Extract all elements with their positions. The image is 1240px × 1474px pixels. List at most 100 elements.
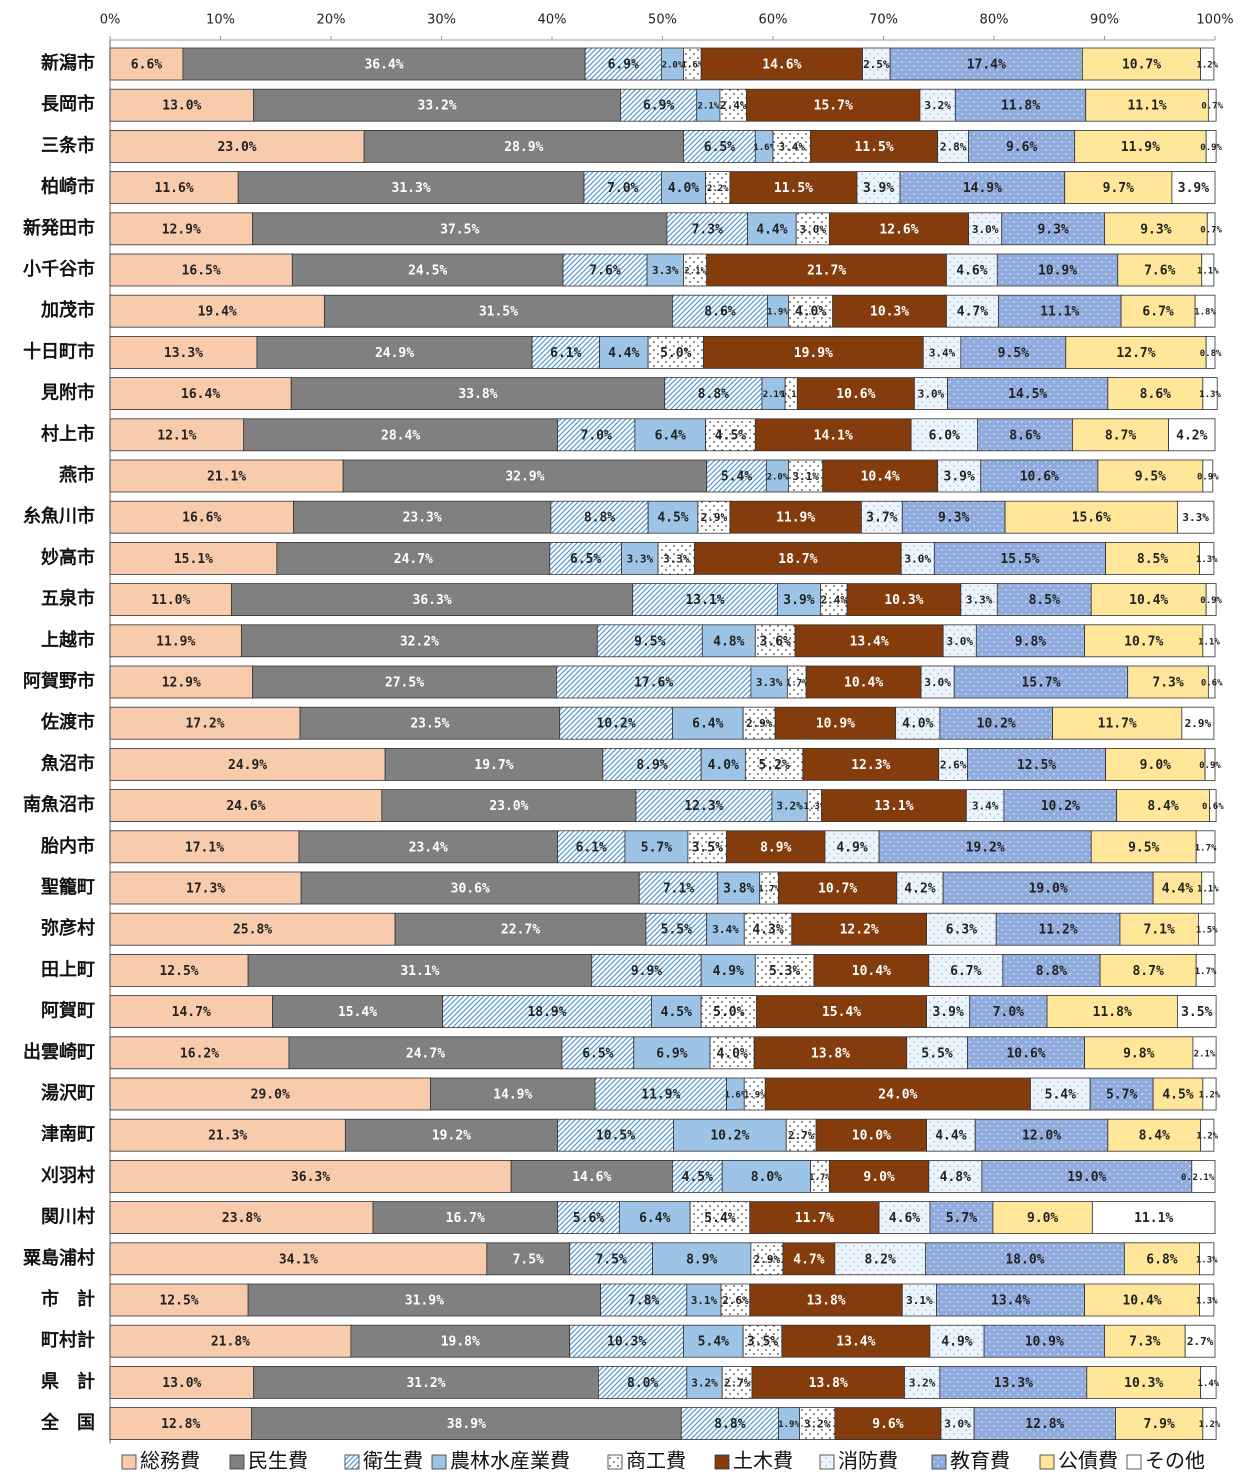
value-label: 5.6%: [573, 1211, 604, 1226]
bar-segment: [794, 624, 944, 658]
value-label: 3.7%: [866, 511, 897, 526]
value-label: 9.5%: [998, 346, 1029, 361]
bar-segment: [549, 542, 623, 575]
value-label: 16.5%: [182, 264, 221, 279]
bar-segment: [381, 789, 637, 822]
value-label: 6.5%: [704, 140, 735, 155]
bar-segment: [788, 294, 834, 328]
value-label: 12.5%: [159, 964, 198, 979]
row-label: 糸魚川市: [23, 505, 95, 527]
value-label: 0.7%: [1201, 102, 1223, 112]
bar-segment: [344, 1118, 558, 1152]
value-label: 5.4%: [704, 1211, 735, 1226]
row-label: 佐渡市: [40, 711, 95, 733]
bar-segment: [109, 706, 301, 740]
value-label: 10.4%: [852, 964, 891, 979]
bar-segment: [109, 1407, 252, 1440]
bar-segment: [947, 377, 1109, 411]
value-label: 14.1%: [814, 428, 853, 443]
bar-segment: [584, 47, 662, 81]
bar-segment: [109, 418, 245, 452]
bar-segment: [298, 830, 558, 864]
value-label: 12.3%: [851, 758, 890, 773]
value-label: 1.7%: [809, 1173, 831, 1183]
bar-segment: [1074, 129, 1207, 163]
value-label: 0.7%: [1200, 225, 1222, 235]
bar-segment: [1200, 1366, 1217, 1399]
value-label: 5.5%: [661, 923, 692, 938]
value-label: 23.3%: [403, 511, 442, 526]
bar-segment: [672, 1160, 723, 1193]
value-label: 23.0%: [218, 140, 257, 155]
value-label: 16.7%: [446, 1211, 485, 1226]
bar-segment: [635, 789, 773, 822]
value-label: 19.4%: [198, 305, 237, 320]
value-label: 7.9%: [1144, 1417, 1175, 1432]
value-label: 13.4%: [836, 1335, 875, 1350]
bar-segment: [1200, 1118, 1215, 1152]
value-label: 2.1%: [698, 102, 720, 112]
value-label: 3.5%: [692, 840, 723, 855]
legend-swatch: [431, 1454, 447, 1470]
value-label: 23.8%: [222, 1211, 261, 1226]
row-label: 田上町: [41, 959, 95, 980]
bar-segment: [109, 1118, 346, 1152]
bar-segment: [109, 583, 232, 616]
value-label: 8.9%: [636, 758, 667, 773]
value-label: 13.4%: [991, 1294, 1030, 1309]
value-label: 24.9%: [228, 758, 267, 773]
value-label: 10.3%: [870, 305, 909, 320]
value-label: 1.6%: [725, 1091, 747, 1101]
bar-segment: [721, 1366, 753, 1399]
x-tick-label: 20%: [317, 13, 346, 28]
value-label: 14.9%: [963, 181, 1002, 196]
bar-segment: [109, 1160, 512, 1193]
value-label: 16.6%: [182, 511, 221, 526]
value-label: 19.2%: [966, 840, 1005, 855]
bar-segment: [109, 500, 294, 534]
legend-label: 農林水産業費: [450, 1449, 570, 1473]
value-label: 19.8%: [441, 1335, 480, 1350]
bar-segment: [717, 871, 761, 905]
value-label: 4.7%: [957, 305, 988, 320]
bar-segment: [834, 1407, 942, 1440]
value-label: 2.2%: [707, 184, 729, 194]
bar-segment: [1046, 995, 1178, 1028]
bar-segment: [557, 1118, 674, 1152]
bar-segment: [562, 253, 648, 287]
bar-segment: [965, 789, 1005, 822]
value-label: 5.5%: [921, 1046, 952, 1061]
value-label: 12.5%: [1017, 758, 1056, 773]
bar-segment: [1099, 954, 1197, 987]
bar-segment: [666, 212, 748, 246]
value-label: 3.4%: [712, 923, 739, 936]
value-label: 4.4%: [608, 346, 639, 361]
value-label: 9.9%: [631, 964, 662, 979]
value-label: 21.1%: [207, 470, 246, 485]
value-label: 7.3%: [692, 222, 723, 237]
value-label: 18.7%: [778, 552, 817, 567]
row-label: 燕市: [59, 464, 95, 486]
value-label: 5.7%: [1106, 1088, 1137, 1103]
value-label: 17.6%: [634, 676, 673, 691]
bar-segment: [968, 212, 1003, 246]
bar-segment: [1207, 665, 1216, 699]
value-label: 10.4%: [1129, 593, 1168, 608]
value-label: 24.0%: [878, 1088, 917, 1103]
row-label: 津南町: [41, 1123, 95, 1145]
bar-segment: [600, 1283, 688, 1317]
value-label: 2.7%: [724, 1376, 751, 1389]
x-tick-label: 80%: [980, 13, 1009, 28]
bar-segment: [977, 418, 1073, 452]
value-label: 13.3%: [164, 346, 203, 361]
row-label: 妙高市: [41, 546, 95, 568]
value-label: 0.9%: [1199, 761, 1221, 771]
bar-segment: [109, 459, 344, 493]
value-label: 7.3%: [1129, 1335, 1160, 1350]
bar-segment: [942, 871, 1154, 905]
legend-label: 教育費: [950, 1449, 1010, 1473]
value-label: 2.9%: [1185, 717, 1212, 730]
bar-segment: [796, 377, 915, 411]
value-label: 7.5%: [513, 1252, 544, 1267]
value-label: 13.8%: [811, 1046, 850, 1061]
